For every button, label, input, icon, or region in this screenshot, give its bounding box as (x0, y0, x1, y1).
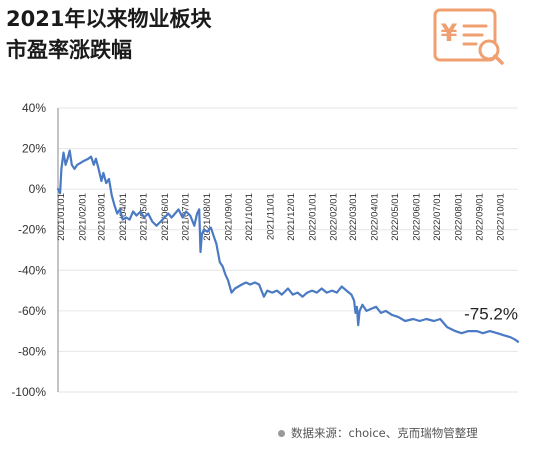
x-tick-label: 2022/05/01 (390, 193, 401, 241)
y-tick-label: -80% (18, 344, 46, 358)
y-tick-label: 40% (22, 101, 46, 115)
x-tick-label: 2021/02/01 (77, 193, 88, 241)
x-tick-label: 2022/01/01 (307, 193, 318, 241)
y-tick-label: -20% (18, 223, 46, 237)
y-tick-label: -100% (11, 385, 46, 399)
x-tick-label: 2022/02/01 (329, 193, 340, 241)
y-tick-label: -40% (18, 263, 46, 277)
x-tick-label: 2021/09/01 (223, 193, 234, 241)
chart-title-line-1: 2021年以来物业板块 (6, 7, 212, 31)
x-tick-label: 2022/10/01 (495, 193, 506, 241)
x-tick-label: 2022/03/01 (348, 193, 359, 241)
x-tick-label: 2022/06/01 (411, 193, 422, 241)
bullet-dot-icon (278, 430, 285, 437)
x-tick-label: 2021/10/01 (244, 193, 255, 241)
y-tick-label: -60% (18, 304, 46, 318)
svg-text:¥: ¥ (441, 19, 458, 47)
x-tick-label: 2021/07/01 (181, 193, 192, 241)
x-tick-label: 2021/12/01 (286, 193, 297, 241)
chart: 40% 20% 0% -20% -40% -60% -80% -100% 2021/01/01… (11, 101, 520, 399)
x-tick-label: 2022/07/01 (432, 193, 443, 241)
x-tick-label: 2021/08/01 (202, 193, 213, 241)
chart-title: 2021年以来物业板块 市盈率涨跌幅 (6, 4, 211, 66)
x-tick-label: 2022/08/01 (453, 193, 464, 241)
annotation-label: -75.2% (464, 305, 518, 324)
yuan-document-search-icon: ¥ (433, 8, 504, 65)
source-text: 数据来源：choice、克而瑞物管整理 (291, 426, 478, 440)
chart-title-line-2: 市盈率涨跌幅 (6, 38, 132, 62)
series-line (56, 149, 520, 343)
x-tick-label: 2021/01/01 (56, 193, 67, 241)
y-tick-label: 20% (22, 142, 46, 156)
x-tick-label: 2021/11/01 (265, 193, 276, 240)
x-tick-label: 2021/03/01 (97, 193, 108, 241)
y-tick-label: 0% (29, 182, 47, 196)
source-note: 数据来源：choice、克而瑞物管整理 (278, 425, 478, 441)
x-tick-label: 2022/09/01 (475, 193, 486, 241)
x-tick-label: 2022/04/01 (369, 193, 380, 241)
x-tick-label: 2021/04/01 (118, 193, 129, 241)
